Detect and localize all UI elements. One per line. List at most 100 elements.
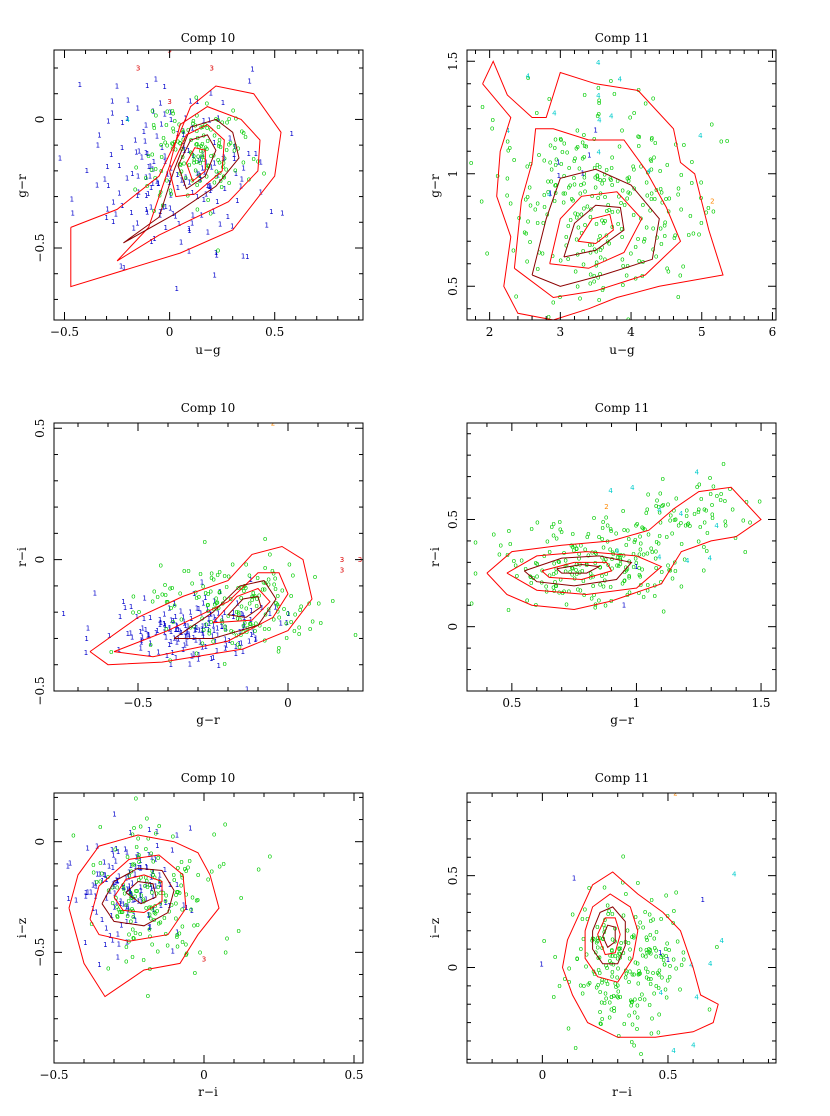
point-marker: o	[122, 885, 126, 893]
point-marker: o	[311, 618, 315, 626]
point-marker: o	[221, 159, 225, 167]
point-marker: 1	[144, 626, 148, 634]
x-tick-label: 1	[633, 696, 641, 710]
point-marker: o	[620, 580, 624, 588]
point-marker: 1	[129, 209, 133, 217]
point-marker: o	[550, 165, 554, 173]
point-marker: o	[639, 946, 643, 954]
point-marker: o	[645, 506, 649, 514]
point-marker: 1	[212, 272, 216, 280]
point-marker: 3	[209, 65, 213, 73]
point-marker: o	[636, 980, 640, 988]
point-marker: 1	[241, 648, 245, 656]
point-marker: 1	[207, 117, 211, 125]
point-marker: o	[203, 538, 207, 546]
y-tick-label: 1	[446, 170, 460, 178]
point-marker: 1	[188, 825, 192, 833]
point-marker: o	[593, 184, 597, 192]
point-marker: o	[632, 109, 636, 117]
point-marker: o	[604, 961, 608, 969]
point-marker: o	[592, 164, 596, 172]
point-marker: 1	[154, 76, 158, 84]
point-marker: o	[582, 170, 586, 178]
point-marker: 1	[174, 626, 178, 634]
point-marker: o	[598, 176, 602, 184]
point-marker: o	[654, 947, 658, 955]
point-marker: o	[710, 514, 714, 522]
contour-line	[185, 147, 206, 182]
point-marker: o	[574, 561, 578, 569]
point-marker: o	[146, 992, 150, 1000]
point-marker: o	[582, 204, 586, 212]
point-marker: o	[289, 592, 293, 600]
point-marker: o	[277, 644, 281, 652]
point-marker: o	[610, 968, 614, 976]
point-marker: o	[635, 520, 639, 528]
point-marker: o	[685, 506, 689, 514]
point-marker: 1	[116, 953, 120, 961]
point-marker: o	[595, 161, 599, 169]
point-marker: 1	[280, 210, 284, 218]
point-marker: o	[674, 140, 678, 148]
point-marker: o	[636, 879, 640, 887]
point-marker: 4	[596, 148, 601, 156]
panel-6-xlabel: r−i	[612, 1085, 632, 1099]
point-marker: 1	[173, 613, 177, 621]
point-marker: o	[147, 904, 151, 912]
point-marker: o	[152, 908, 156, 916]
point-marker: 1	[148, 172, 152, 180]
point-marker: 1	[91, 882, 95, 890]
panel-4-xlabel: g−r	[610, 713, 634, 727]
point-marker: 1	[202, 117, 206, 125]
y-tick-label: 0.5	[446, 510, 460, 529]
point-marker: o	[196, 871, 200, 879]
point-marker: 1	[159, 619, 163, 627]
point-marker: o	[638, 572, 642, 580]
point-marker: o	[645, 191, 649, 199]
point-marker: o	[98, 877, 102, 885]
point-marker: o	[580, 567, 584, 575]
point-marker: o	[622, 577, 626, 585]
point-marker: 1	[188, 609, 192, 617]
point-marker: 1	[125, 909, 129, 917]
point-marker: o	[235, 615, 239, 623]
point-marker: o	[119, 908, 123, 916]
point-marker: o	[158, 900, 162, 908]
point-marker: o	[172, 876, 176, 884]
point-marker: o	[174, 900, 178, 908]
point-marker: 1	[165, 171, 169, 179]
point-marker: o	[619, 939, 623, 947]
point-marker: 1	[83, 939, 87, 947]
point-marker: o	[663, 961, 667, 969]
point-marker: 1	[286, 610, 290, 618]
point-marker: 1	[133, 136, 137, 144]
point-marker: o	[199, 147, 203, 155]
point-marker: o	[176, 864, 180, 872]
point-marker: o	[535, 518, 539, 526]
point-marker: o	[221, 860, 225, 868]
point-marker: o	[666, 500, 670, 508]
point-marker: 1	[190, 219, 194, 227]
point-marker: o	[575, 283, 579, 291]
point-marker: o	[209, 618, 213, 626]
point-marker: o	[179, 871, 183, 879]
point-marker: o	[582, 173, 586, 181]
point-marker: 1	[195, 604, 199, 612]
point-marker: 1	[184, 904, 188, 912]
point-marker: o	[618, 945, 622, 953]
point-marker: o	[638, 919, 642, 927]
point-marker: 1	[150, 180, 154, 188]
point-marker: 1	[116, 848, 120, 856]
point-marker: o	[241, 158, 245, 166]
point-marker: o	[147, 881, 151, 889]
point-marker: o	[308, 625, 312, 633]
point-marker: o	[640, 990, 644, 998]
panel-6: Comp 11 r−i i−z oooooooooooooooooooooooo…	[428, 771, 777, 1099]
point-marker: o	[217, 159, 221, 167]
point-marker: o	[291, 571, 295, 579]
point-marker: 1	[120, 202, 124, 210]
point-marker: 3	[167, 98, 171, 106]
point-marker: o	[602, 558, 606, 566]
point-marker: 1	[191, 152, 195, 160]
point-marker: o	[215, 599, 219, 607]
